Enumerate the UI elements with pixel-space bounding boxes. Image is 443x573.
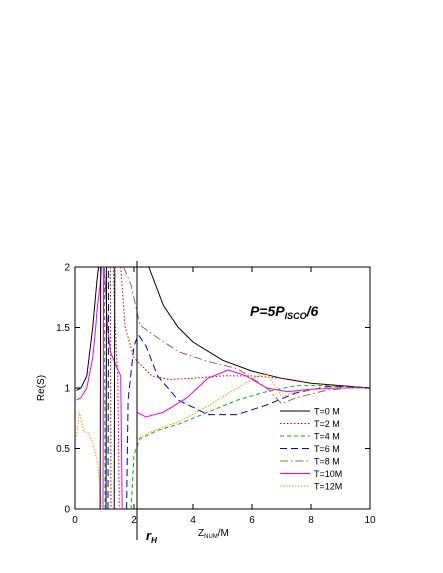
rh-label-base: r: [146, 528, 152, 543]
rh-label: rH: [146, 528, 157, 545]
legend-label: T=8 M: [314, 457, 340, 467]
x-tick-label: 8: [308, 515, 314, 526]
legend: T=0 M T=2 M T=4 M T=6 M T=8 M T=10M T=12M: [280, 407, 342, 492]
x-tick-label: 2: [131, 515, 137, 526]
x-tick-label: 0: [72, 515, 78, 526]
series-line-13: [109, 266, 112, 510]
rh-label-sub: H: [151, 536, 157, 545]
annotation-sub: ISCO: [285, 311, 307, 321]
annotation-base: P=5P: [250, 303, 285, 319]
annotation-label: P=5PISCO/6: [250, 303, 319, 321]
series-line-12: [104, 266, 106, 510]
y-tick-label: 1.5: [56, 323, 70, 334]
legend-label: T=2 M: [314, 419, 340, 429]
y-tick-label: 0: [64, 505, 70, 516]
legend-label: T=12M: [314, 482, 342, 492]
x-axis-title: ZNUM/M: [198, 528, 229, 540]
y-axis-title: Re(S): [36, 375, 47, 401]
x-tick-label: 10: [364, 515, 376, 526]
series-line-4: [123, 266, 370, 405]
series-line-9: [113, 266, 116, 510]
x-axis-title-main: Z: [198, 528, 204, 539]
series-line-0: [76, 266, 371, 391]
legend-label: T=10M: [314, 469, 342, 479]
legend-label: T=4 M: [314, 432, 340, 442]
series-line-5: [76, 266, 370, 510]
series-line-10: [102, 266, 105, 510]
x-tick-label: 4: [190, 515, 196, 526]
y-tick-label: 0.5: [56, 444, 70, 455]
series-line-8: [105, 266, 108, 510]
x-axis-title-sub: NUM: [204, 534, 218, 540]
legend-label: T=6 M: [314, 444, 340, 454]
x-tick-label: 6: [249, 515, 255, 526]
legend-label: T=0 M: [314, 407, 340, 417]
series-line-11: [107, 266, 110, 510]
y-tick-label: 1: [64, 384, 70, 395]
series-line-7: [99, 266, 102, 510]
x-axis-title-suffix: /M: [218, 528, 229, 539]
series-line-6: [76, 372, 370, 510]
series-layer: [76, 266, 371, 510]
annotation-tail: /6: [306, 303, 319, 319]
series-line-3: [126, 333, 371, 510]
ticks-layer: 0 2 4 6 8 10 0 0.5 1 1.5 2: [56, 263, 376, 527]
y-tick-label: 2: [64, 263, 70, 274]
